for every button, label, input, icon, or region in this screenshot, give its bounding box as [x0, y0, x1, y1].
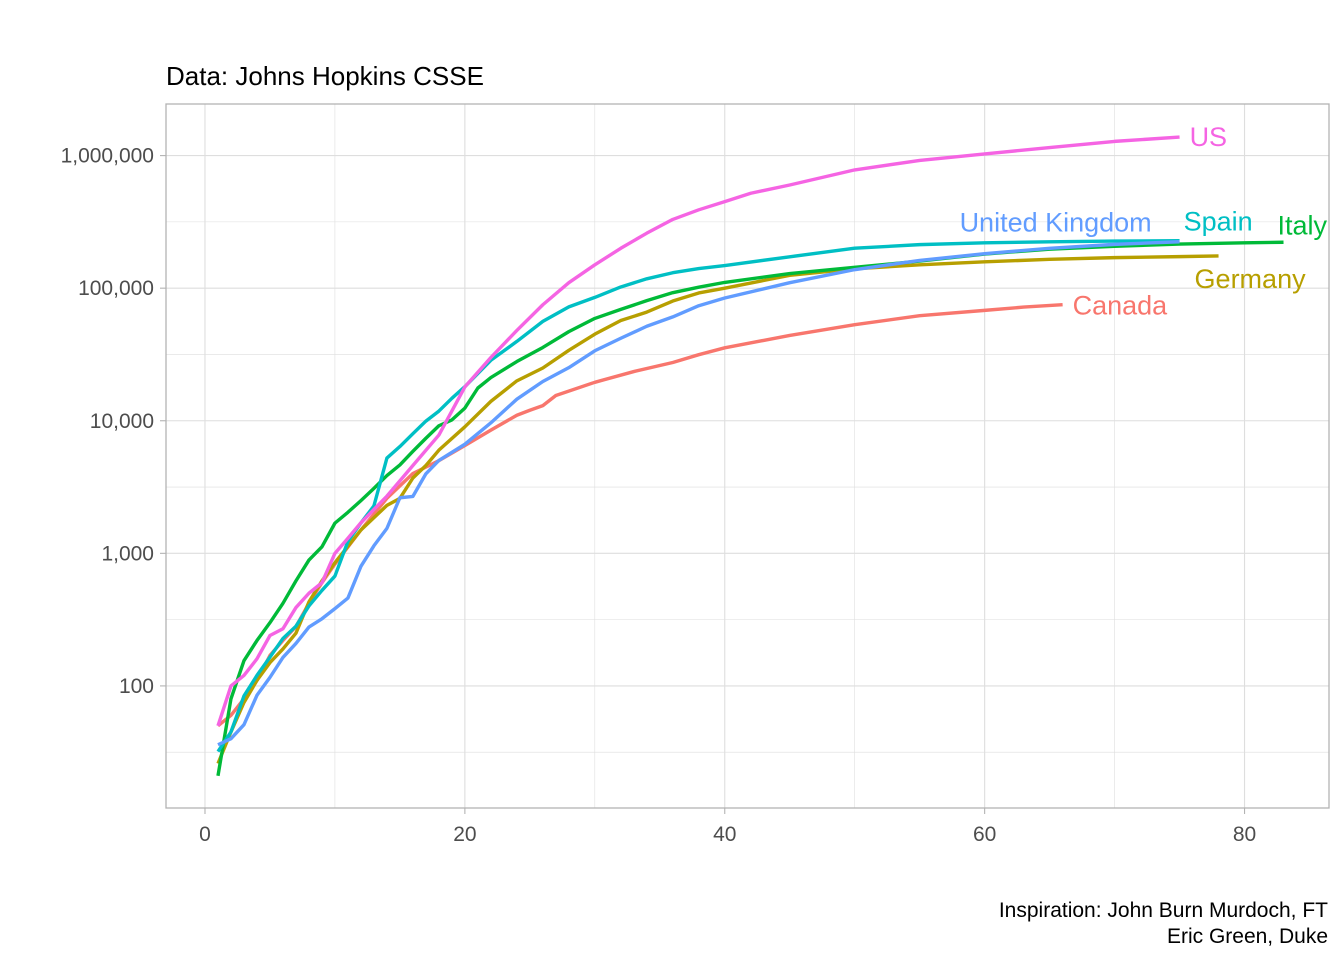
- axes: 0 20 40 60 80 100 1,000 10,000 100,000 1,000,000: [61, 145, 1257, 846]
- series-label-spain: Spain: [1184, 207, 1253, 237]
- caption-line: Inspiration: John Burn Murdoch, FT: [999, 899, 1328, 922]
- chart-title: Data: Johns Hopkins CSSE: [166, 61, 484, 91]
- y-tick-label: 10,000: [90, 410, 154, 433]
- x-tick-label: 60: [973, 823, 996, 846]
- series-line-united-kingdom: [217, 240, 1180, 747]
- series-label-united-kingdom: United Kingdom: [960, 208, 1152, 238]
- y-tick-label: 1,000: [101, 542, 154, 565]
- panel-border: [165, 103, 1330, 809]
- series-label-germany: Germany: [1195, 264, 1307, 294]
- caption-line: Eric Green, Duke: [1167, 925, 1328, 948]
- series-label-canada: Canada: [1073, 291, 1169, 321]
- series-line-spain: [216, 239, 1180, 753]
- x-tick-label: 40: [713, 823, 736, 846]
- x-tick-label: 0: [199, 823, 211, 846]
- y-tick-label: 100: [119, 675, 154, 698]
- series-line-us: [216, 135, 1180, 727]
- x-tick-label: 20: [453, 823, 476, 846]
- caption: Inspiration: John Burn Murdoch, FT Eric G…: [999, 899, 1328, 948]
- series-label-italy: Italy: [1278, 210, 1328, 240]
- x-tick-label: 80: [1233, 823, 1256, 846]
- y-tick-label: 100,000: [78, 277, 154, 300]
- series-labels: Canada Germany Italy Spain United Kingdom US: [960, 122, 1328, 321]
- y-tick-label: 1,000,000: [61, 145, 154, 168]
- series-lines: [216, 135, 1284, 777]
- gridlines: [166, 104, 1329, 808]
- series-label-us: US: [1190, 122, 1228, 152]
